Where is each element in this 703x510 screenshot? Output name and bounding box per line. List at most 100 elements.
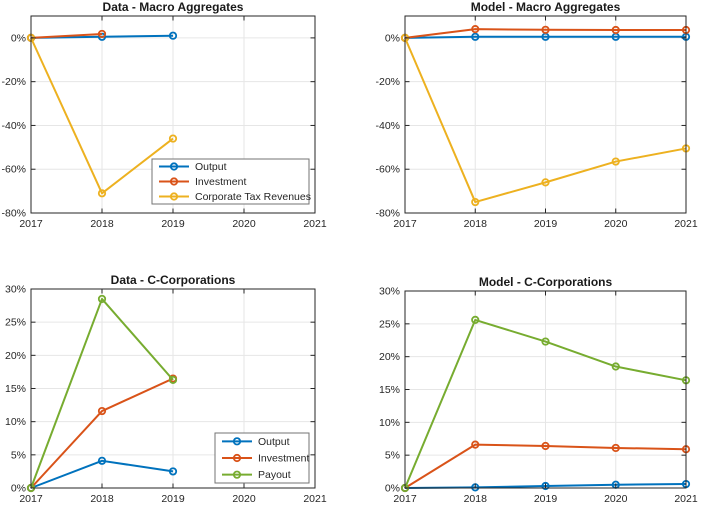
- y-tick-label: -80%: [375, 208, 400, 220]
- x-tick-label: 2021: [674, 218, 698, 230]
- legend-marker-sample: [169, 162, 179, 171]
- data-point-marker: [168, 467, 178, 476]
- legend-marker-sample: [169, 192, 179, 201]
- x-tick-label: 2019: [161, 493, 185, 505]
- series-line-corporate-tax-revenues: [30, 37, 174, 195]
- data-point-marker: [168, 134, 178, 143]
- chart-data-macro-aggregates: 2017 2018 2019 2020 2021 0% -20% -40% -60% -80% Da…: [0, 0, 352, 255]
- y-tick-label: 0%: [11, 483, 26, 495]
- series-line-investment: [30, 32, 103, 39]
- legend-entry-label: Output: [195, 161, 227, 173]
- data-point-marker: [611, 443, 620, 453]
- data-point-marker: [471, 25, 480, 34]
- legend-marker-sample: [169, 177, 179, 186]
- series-line-corporate-tax-revenues: [404, 37, 687, 204]
- y-tick-label: -80%: [1, 208, 26, 220]
- chart-model-macro-aggregates: 2017 2018 2019 2020 2021 0% -20% -40% -60% -80% Mo…: [352, 0, 703, 255]
- y-tick-label: 30%: [379, 286, 400, 298]
- data-point-marker: [611, 25, 620, 35]
- data-point-marker: [541, 178, 550, 187]
- y-tick-label: 25%: [379, 318, 400, 330]
- x-tick-label: 2020: [232, 493, 256, 505]
- x-tick-label: 2018: [90, 218, 114, 230]
- data-point-marker: [611, 157, 620, 166]
- legend-marker-sample: [232, 437, 242, 446]
- y-tick-label: -20%: [375, 76, 400, 88]
- chart-svg-data-macro-aggregates: 2017 2018 2019 2020 2021 0% -20% -40% -60% -80% Da…: [1, 0, 326, 230]
- data-point-marker: [471, 32, 480, 41]
- chart-data-c-corporations: 2017 2018 2019 2020 2021 30% 25% 20% 15% 10% 5% 0% D…: [0, 255, 352, 510]
- legend-entry-label: Investment: [195, 176, 246, 188]
- y-tick-label: 0%: [385, 483, 400, 495]
- y-tick-label: 5%: [385, 450, 400, 462]
- y-tick-label: -60%: [1, 164, 26, 176]
- x-tick-label: 2020: [232, 218, 256, 230]
- data-point-marker: [471, 197, 480, 207]
- y-tick-label: 10%: [379, 417, 400, 429]
- data-point-marker: [541, 441, 550, 451]
- y-tick-label: 20%: [5, 350, 26, 362]
- legend-entry-label: Corporate Tax Revenues: [195, 191, 311, 203]
- data-point-marker: [471, 315, 480, 324]
- chart-svg-model-macro-aggregates: 2017 2018 2019 2020 2021 0% -20% -40% -60% -80% Mo…: [375, 0, 698, 230]
- y-tick-label: 5%: [11, 449, 26, 461]
- x-tick-label: 2018: [464, 493, 488, 505]
- series-line-investment: [404, 28, 686, 39]
- x-tick-label: 2021: [674, 493, 698, 505]
- data-point-marker: [97, 189, 107, 198]
- data-point-marker: [97, 32, 107, 41]
- x-tick-label: 2017: [393, 493, 417, 505]
- y-tick-label: 10%: [5, 416, 26, 428]
- y-tick-label: 25%: [5, 317, 26, 329]
- series-line-payout: [404, 318, 687, 489]
- y-tick-label: 20%: [379, 351, 400, 363]
- data-point-marker: [541, 481, 550, 491]
- x-tick-label: 2017: [19, 493, 43, 505]
- data-point-marker: [611, 362, 620, 371]
- chart-title: Data - C-Corporations: [111, 273, 236, 287]
- chart-title: Model - Macro Aggregates: [471, 0, 621, 14]
- y-tick-label: 15%: [5, 383, 26, 395]
- y-tick-label: 0%: [385, 32, 400, 44]
- y-tick-label: -40%: [375, 120, 400, 132]
- legend-marker-sample: [232, 453, 242, 463]
- x-tick-label: 2019: [161, 218, 185, 230]
- legend: Output Investment Corporate Tax Revenues: [151, 158, 311, 205]
- x-tick-label: 2020: [604, 218, 628, 230]
- y-tick-label: -40%: [1, 120, 26, 132]
- data-point-marker: [97, 294, 107, 304]
- x-tick-label: 2020: [604, 493, 628, 505]
- x-tick-label: 2021: [303, 493, 327, 505]
- y-tick-label: 30%: [5, 284, 26, 296]
- data-point-marker: [168, 31, 178, 40]
- y-tick-label: -20%: [1, 76, 26, 88]
- legend-entry-label: Payout: [258, 469, 291, 481]
- legend-entry-label: Output: [258, 436, 290, 448]
- x-tick-label: 2017: [393, 218, 417, 230]
- chart-svg-data-c-corporations: 2017 2018 2019 2020 2021 30% 25% 20% 15% 10% 5% 0% D…: [5, 273, 327, 505]
- y-tick-label: 15%: [379, 384, 400, 396]
- x-tick-label: 2018: [90, 493, 114, 505]
- y-tick-label: 0%: [11, 32, 26, 44]
- chart-title: Data - Macro Aggregates: [103, 0, 244, 14]
- chart-svg-model-c-corporations: 2017 2018 2019 2020 2021 30% 25% 20% 15% 10% 5% 0% M…: [379, 275, 698, 505]
- x-tick-label: 2017: [19, 218, 43, 230]
- x-tick-label: 2019: [534, 493, 558, 505]
- data-point-marker: [541, 337, 550, 346]
- x-tick-label: 2019: [534, 218, 558, 230]
- series-line-investment: [30, 377, 174, 489]
- data-point-marker: [471, 440, 480, 449]
- x-tick-label: 2018: [464, 218, 488, 230]
- data-point-marker: [97, 29, 107, 39]
- chart-model-c-corporations: 2017 2018 2019 2020 2021 30% 25% 20% 15% 10% 5% 0% M…: [352, 255, 703, 510]
- legend: Output Investment Payout: [214, 432, 310, 484]
- legend-entry-label: Investment: [258, 453, 309, 465]
- series-line-output: [404, 35, 686, 39]
- series-line-output: [30, 459, 174, 489]
- data-point-marker: [168, 375, 178, 384]
- legend-marker-sample: [232, 470, 242, 479]
- chart-title: Model - C-Corporations: [479, 275, 613, 289]
- series-line-payout: [30, 297, 174, 489]
- y-tick-label: -60%: [375, 164, 400, 176]
